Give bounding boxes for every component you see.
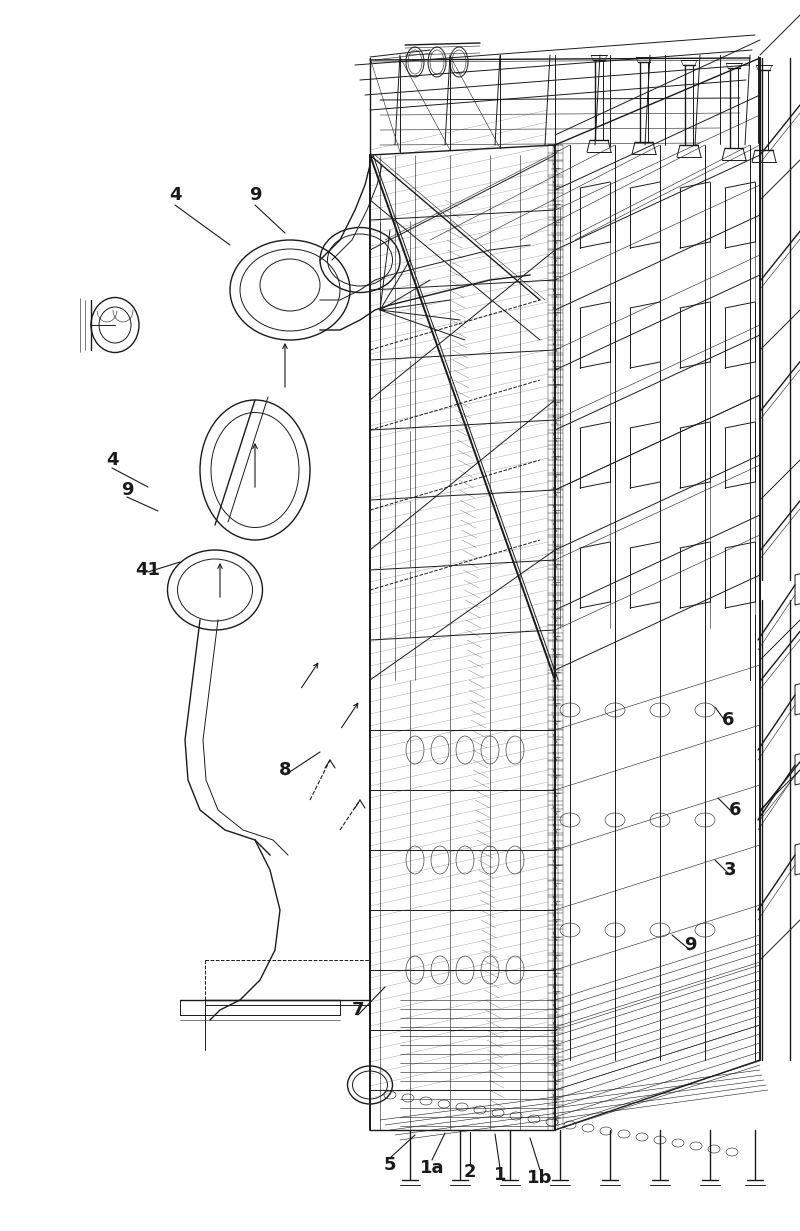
Text: 9: 9 [121, 481, 134, 499]
Text: 1: 1 [494, 1166, 506, 1184]
Text: 2: 2 [464, 1163, 476, 1181]
Text: 7: 7 [352, 1001, 364, 1019]
Text: 9: 9 [249, 186, 262, 204]
Text: 9: 9 [684, 936, 696, 954]
Text: 1b: 1b [527, 1169, 553, 1187]
Text: 3: 3 [724, 860, 736, 879]
Text: 8: 8 [278, 761, 291, 779]
Text: 5: 5 [384, 1156, 396, 1174]
Text: 4: 4 [106, 451, 118, 469]
Text: 6: 6 [729, 801, 742, 819]
Text: 4: 4 [169, 186, 182, 204]
Text: 41: 41 [135, 561, 161, 579]
Text: 1a: 1a [420, 1160, 444, 1177]
Text: 6: 6 [722, 712, 734, 729]
